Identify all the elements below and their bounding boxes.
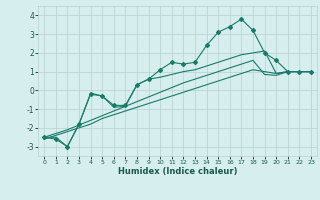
X-axis label: Humidex (Indice chaleur): Humidex (Indice chaleur) [118,167,237,176]
